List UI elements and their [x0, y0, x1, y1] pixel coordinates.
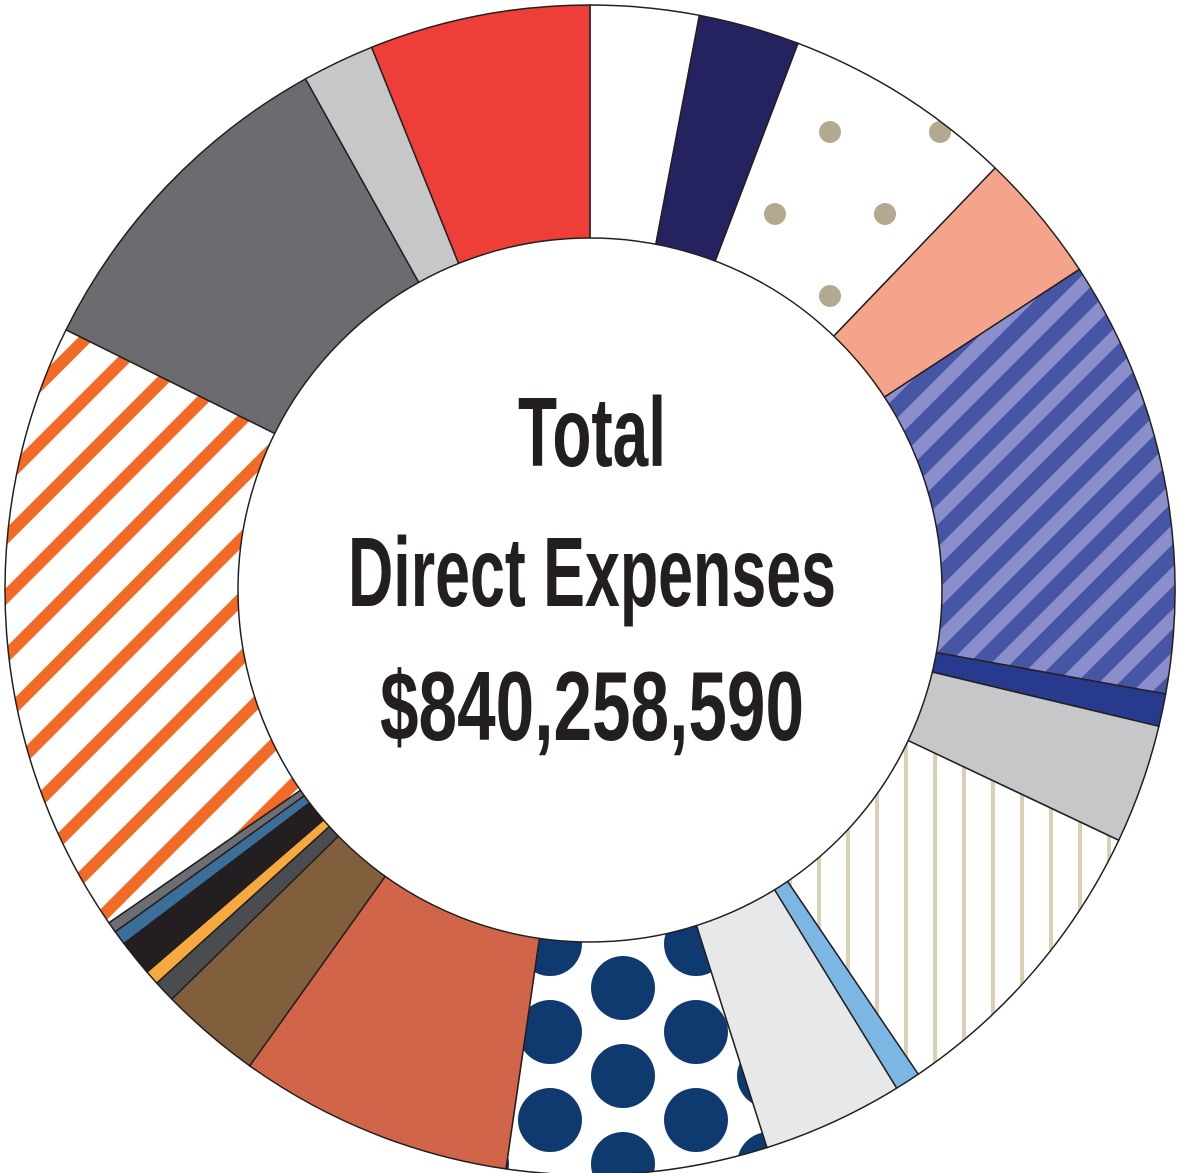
center-title: Direct Expenses: [348, 517, 836, 627]
center-total: $840,258,590: [380, 651, 804, 761]
donut-hole: [237, 237, 943, 943]
donut: [4, 4, 1176, 1173]
center-title: Total: [518, 377, 666, 487]
